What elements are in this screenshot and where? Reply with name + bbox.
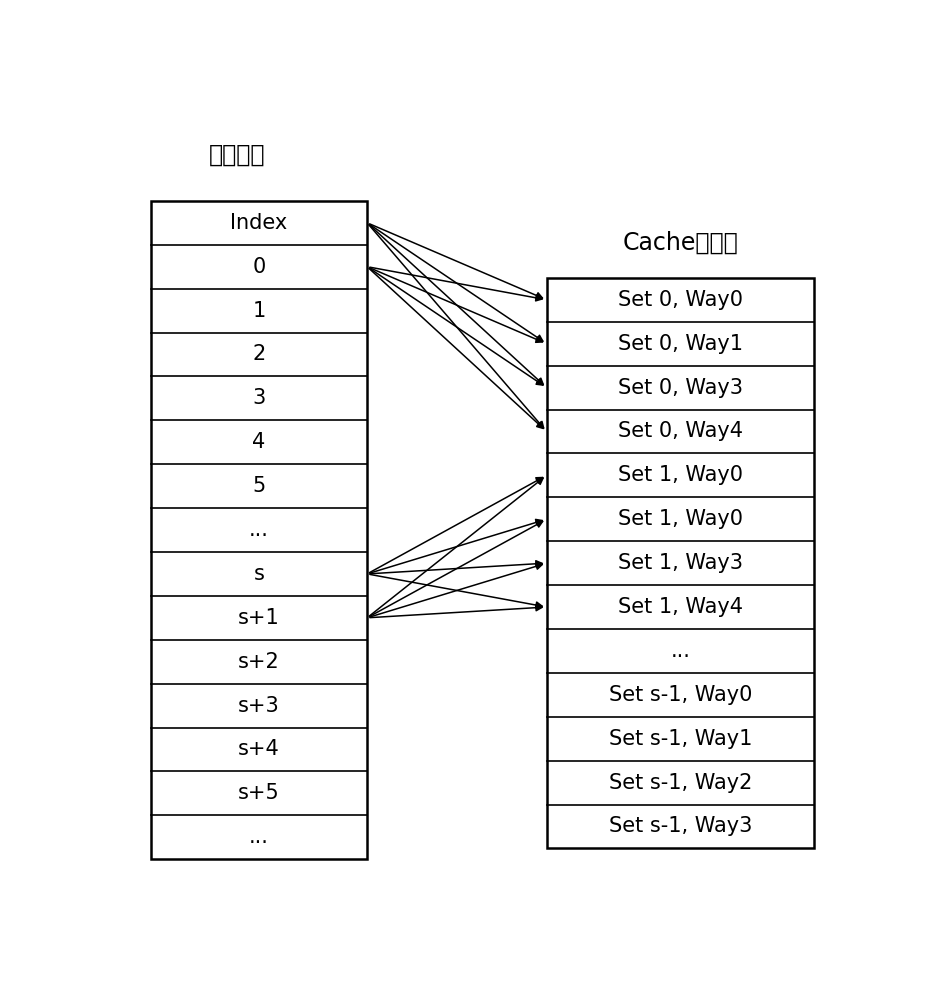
Text: 0: 0 bbox=[252, 257, 265, 277]
Text: s+2: s+2 bbox=[238, 652, 279, 672]
Text: Set s-1, Way1: Set s-1, Way1 bbox=[608, 729, 751, 749]
Text: Set 0, Way0: Set 0, Way0 bbox=[617, 290, 742, 310]
Text: 4: 4 bbox=[252, 432, 265, 452]
Text: Set s-1, Way2: Set s-1, Way2 bbox=[608, 773, 751, 793]
Text: Cache存储器: Cache存储器 bbox=[622, 231, 737, 255]
Text: ...: ... bbox=[249, 520, 269, 540]
Text: s: s bbox=[253, 564, 264, 584]
Bar bbox=[151, 201, 366, 859]
Text: 主存储器: 主存储器 bbox=[209, 143, 265, 167]
Text: s+3: s+3 bbox=[238, 696, 279, 716]
Text: Set 1, Way0: Set 1, Way0 bbox=[617, 509, 742, 529]
Text: Set s-1, Way0: Set s-1, Way0 bbox=[608, 685, 751, 705]
Text: Set 0, Way3: Set 0, Way3 bbox=[617, 378, 742, 398]
Text: s+1: s+1 bbox=[238, 608, 279, 628]
Text: Set s-1, Way3: Set s-1, Way3 bbox=[608, 816, 751, 836]
Text: 5: 5 bbox=[252, 476, 265, 496]
Text: Set 1, Way0: Set 1, Way0 bbox=[617, 465, 742, 485]
Text: ...: ... bbox=[249, 827, 269, 847]
Text: 2: 2 bbox=[252, 344, 265, 364]
Text: Set 0, Way1: Set 0, Way1 bbox=[617, 334, 742, 354]
Text: Set 0, Way4: Set 0, Way4 bbox=[617, 421, 742, 441]
Text: Set 1, Way3: Set 1, Way3 bbox=[617, 553, 742, 573]
Text: 1: 1 bbox=[252, 301, 265, 321]
Text: ...: ... bbox=[669, 641, 689, 661]
Text: 3: 3 bbox=[252, 388, 265, 408]
Text: Set 1, Way4: Set 1, Way4 bbox=[617, 597, 742, 617]
Text: s+4: s+4 bbox=[238, 739, 279, 759]
Text: Index: Index bbox=[230, 213, 287, 233]
Text: s+5: s+5 bbox=[238, 783, 279, 803]
Bar bbox=[546, 278, 813, 848]
